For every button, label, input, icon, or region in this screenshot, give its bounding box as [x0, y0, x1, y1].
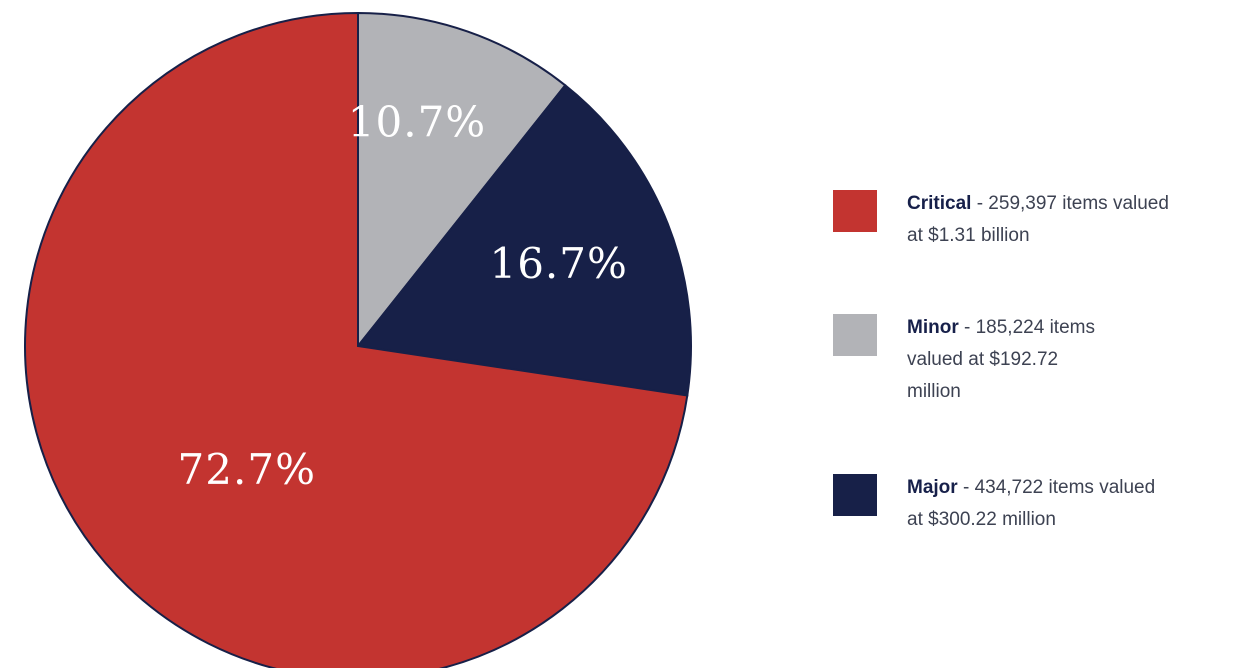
legend-swatch-critical	[833, 190, 877, 232]
pie-label-critical: 72.7%	[178, 445, 316, 494]
pie-label-minor: 10.7%	[348, 98, 486, 147]
legend-name-critical: Critical	[907, 193, 972, 214]
legend-name-major: Major	[907, 477, 958, 498]
pie-slice-critical	[24, 11, 689, 668]
legend-desc-major-line2: at $300.22 million	[907, 509, 1056, 530]
legend-text-major: Major - 434,722 items valued at $300.22 …	[907, 472, 1155, 536]
legend-desc-minor-line1: - 185,224 items	[958, 317, 1095, 338]
pie-chart: 10.7% 16.7% 72.7%	[24, 11, 692, 668]
legend-text-minor: Minor - 185,224 items valued at $192.72 …	[907, 312, 1095, 408]
pie-slice-major	[356, 83, 692, 397]
legend-desc-critical-line2: at $1.31 billion	[907, 225, 1030, 246]
legend-desc-critical-line1: - 259,397 items valued	[971, 193, 1169, 214]
pie-slice-minor	[357, 11, 567, 349]
legend-swatch-minor	[833, 314, 877, 356]
legend-item-major: Major - 434,722 items valued at $300.22 …	[833, 474, 1155, 536]
legend-item-critical: Critical - 259,397 items valued at $1.31…	[833, 190, 1169, 252]
legend-swatch-major	[833, 474, 877, 516]
pie-label-major: 16.7%	[489, 239, 627, 288]
legend-desc-minor-line3: million	[907, 381, 961, 402]
legend-name-minor: Minor	[907, 317, 959, 338]
legend-desc-major-line1: - 434,722 items valued	[957, 477, 1156, 498]
legend-item-minor: Minor - 185,224 items valued at $192.72 …	[833, 314, 1095, 408]
legend-text-critical: Critical - 259,397 items valued at $1.31…	[907, 188, 1169, 252]
legend-desc-minor-line2: valued at $192.72	[907, 349, 1059, 370]
